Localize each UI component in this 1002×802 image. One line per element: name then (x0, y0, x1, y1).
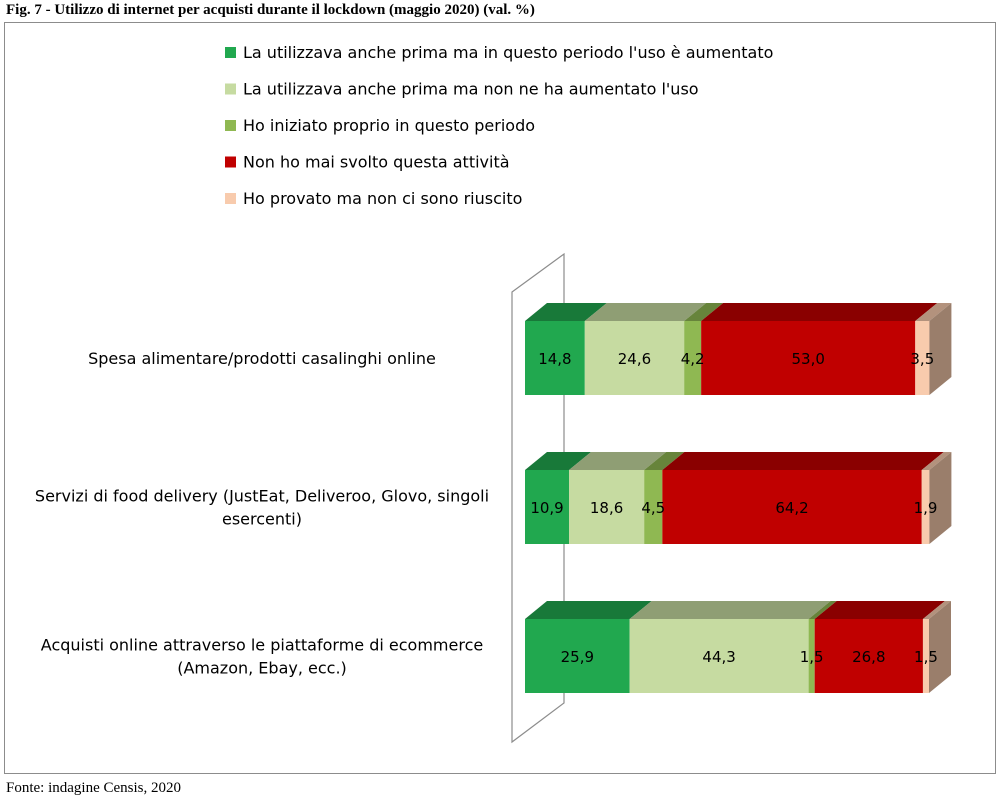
value-label-2-1: 10,9 (530, 499, 563, 517)
bar-front-face (569, 470, 645, 544)
bar-front-face (525, 470, 570, 544)
value-label-1-5: 3,5 (910, 350, 934, 368)
value-label-2-5: 1,9 (914, 499, 938, 517)
bar-front-face (629, 619, 809, 693)
value-label-3-1: 25,9 (561, 648, 594, 666)
bar-front-face (525, 321, 585, 395)
bar-top-face (915, 303, 952, 321)
bar-segment-1-4 (701, 303, 938, 395)
legend-label-3: Ho iniziato proprio in questo periodo (243, 116, 535, 135)
bar-front-face (701, 321, 916, 395)
bar-segment-3-2 (629, 601, 831, 693)
bar-segment-3-5 (922, 601, 951, 693)
value-label-2-3: 4,5 (641, 499, 665, 517)
bar-segment-1-2 (584, 303, 707, 395)
bar-top-face (569, 452, 667, 470)
legend-swatch-4 (225, 156, 236, 168)
bar-top-face (629, 601, 831, 619)
category-label-3-line-1: Acquisti online attraverso le piattaform… (41, 636, 483, 655)
legend-swatch-5 (225, 193, 236, 204)
value-label-3-2: 44,3 (702, 648, 735, 666)
legend-swatch-3 (225, 120, 236, 131)
chart-back-wall (511, 252, 565, 744)
value-label-1-1: 14,8 (538, 350, 571, 368)
value-label-3-3: 1,5 (800, 648, 824, 666)
value-label-1-4: 53,0 (792, 350, 825, 368)
legend-label-1: La utilizzava anche prima ma in questo p… (243, 43, 773, 62)
value-label-1-3: 4,2 (681, 350, 705, 368)
figure-title: Fig. 7 - Utilizzo di internet per acquis… (6, 2, 535, 18)
bar-segment-1-1 (525, 303, 607, 395)
axis-wall (511, 252, 565, 744)
bar-segment-2-4 (662, 452, 944, 544)
bar-side-face (929, 303, 952, 395)
bar-front-face (584, 321, 685, 395)
legend-label-4: Non ho mai svolto questa attività (243, 153, 510, 172)
bar-side-face (929, 601, 951, 693)
bar-top-face (808, 601, 837, 619)
bar-top-face (525, 601, 652, 619)
bar-top-face (684, 303, 724, 321)
bar-front-face (915, 321, 930, 395)
value-label-3-5: 1,5 (914, 648, 938, 666)
category-label-2-line-1: Servizi di food delivery (JustEat, Deliv… (35, 487, 489, 506)
bar-top-face (921, 452, 952, 470)
bar-segment-1-5 (915, 303, 952, 395)
bar-segment-3-4 (814, 601, 945, 693)
legend: La utilizzava anche prima ma in questo p… (225, 43, 773, 208)
bar-top-face (922, 601, 951, 619)
legend-swatch-2 (225, 83, 236, 95)
category-label-2-line-2: esercenti) (222, 510, 302, 529)
bar-top-face (701, 303, 938, 321)
category-labels: Spesa alimentare/prodotti casalinghi onl… (35, 349, 489, 678)
bar-top-face (584, 303, 707, 321)
bar-top-face (525, 303, 607, 321)
category-label-1: Spesa alimentare/prodotti casalinghi onl… (88, 349, 436, 368)
legend-label-5: Ho provato ma non ci sono riuscito (243, 189, 522, 208)
value-label-1-2: 24,6 (618, 350, 651, 368)
bar-front-face (525, 619, 630, 693)
value-label-3-4: 26,8 (852, 648, 885, 666)
bar-front-face (662, 470, 922, 544)
bar-segment-2-5 (921, 452, 952, 544)
bar-side-face (929, 452, 952, 544)
category-label-3-line-2: (Amazon, Ebay, ecc.) (177, 659, 347, 678)
bar-segment-3-1 (525, 601, 652, 693)
bar-front-face (921, 470, 930, 544)
bar-front-face (684, 321, 702, 395)
bar-front-face (808, 619, 815, 693)
legend-swatch-1 (225, 47, 236, 58)
bar-segment-2-2 (569, 452, 667, 544)
bar-top-face (662, 452, 944, 470)
bar-front-face (814, 619, 923, 693)
chart-frame (4, 22, 996, 774)
bar-segment-1-3 (684, 303, 724, 395)
bar-segment-2-3 (644, 452, 685, 544)
bar-segment-3-3 (808, 601, 837, 693)
bars: 14,8 24,6 4,2 53,0 3,5 10,9 18,6 4,5 64,2 1,9 25,9… (525, 303, 952, 693)
value-label-2-2: 18,6 (590, 499, 623, 517)
source-note: Fonte: indagine Censis, 2020 (6, 780, 181, 796)
bar-top-face (814, 601, 945, 619)
bar-front-face (922, 619, 929, 693)
bar-segment-2-1 (525, 452, 592, 544)
legend-label-2: La utilizzava anche prima ma non ne ha a… (243, 80, 699, 99)
value-label-2-4: 64,2 (775, 499, 808, 517)
bar-front-face (644, 470, 663, 544)
bar-top-face (644, 452, 685, 470)
bar-top-face (525, 452, 592, 470)
